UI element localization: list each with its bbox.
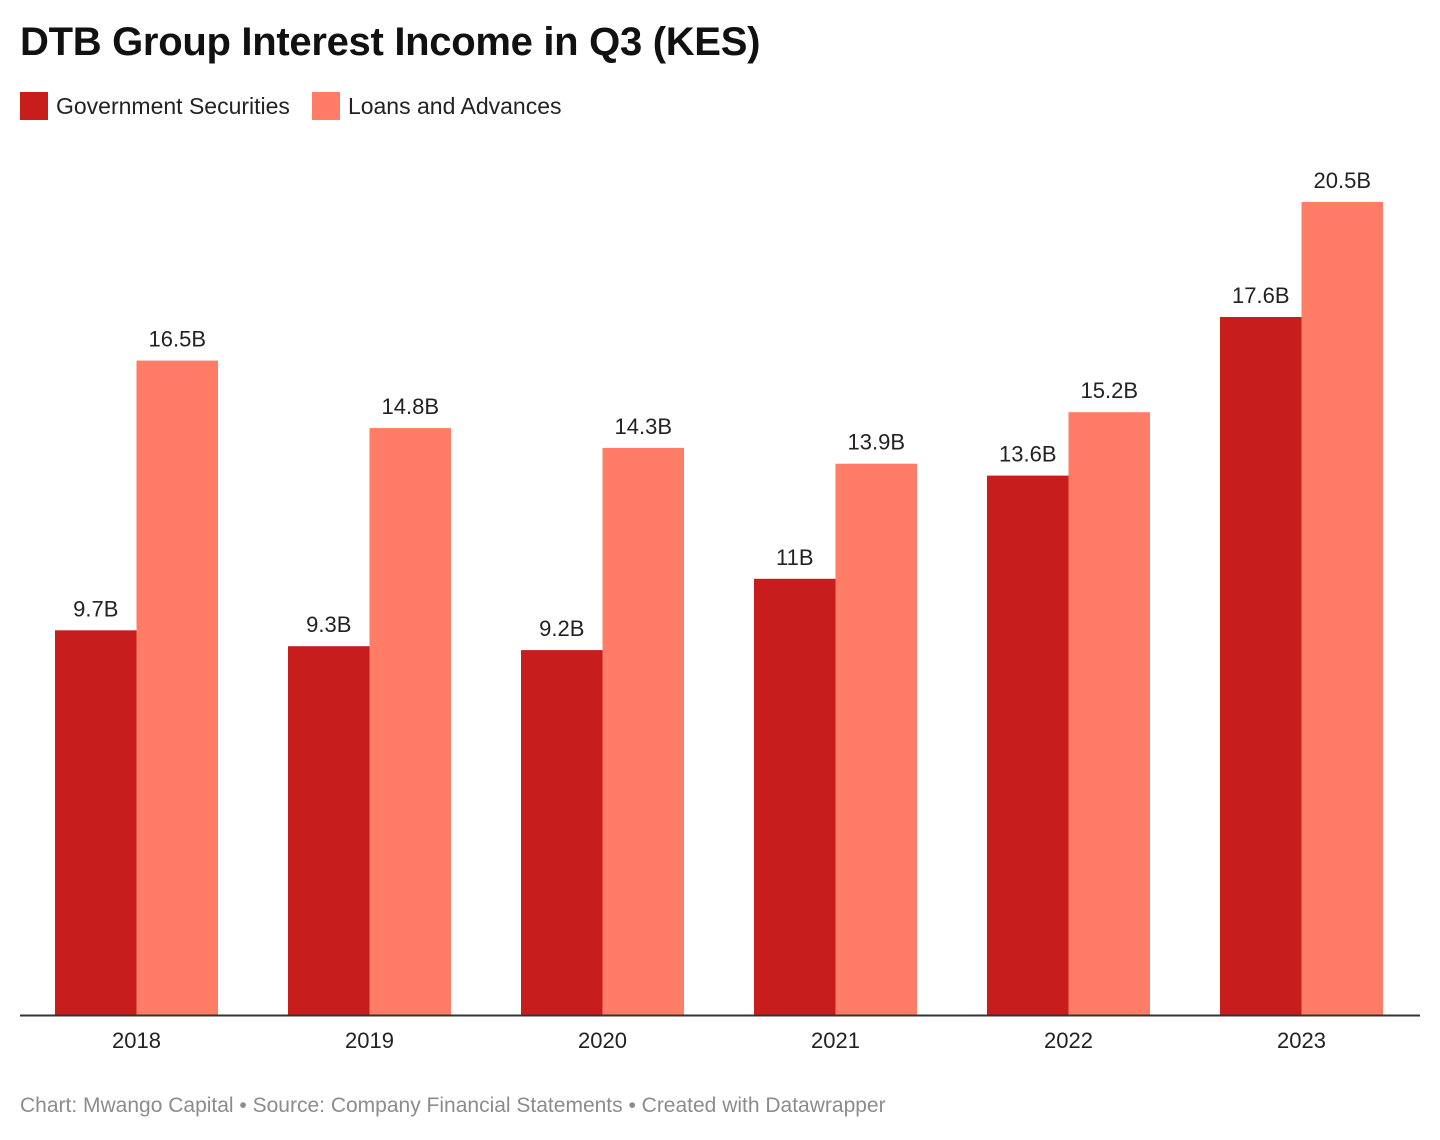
legend-label-government-securities: Government Securities bbox=[56, 92, 290, 119]
data-label-government-securities-2023: 17.6B bbox=[1232, 283, 1290, 308]
data-label-loans-and-advances-2023: 20.5B bbox=[1314, 168, 1372, 193]
bar-government-securities-2020 bbox=[521, 650, 603, 1015]
legend-label-loans-and-advances: Loans and Advances bbox=[347, 92, 562, 119]
data-label-loans-and-advances-2019: 14.8B bbox=[382, 394, 440, 419]
x-tick-label-2020: 2020 bbox=[578, 1028, 627, 1053]
x-tick-label-2022: 2022 bbox=[1044, 1028, 1093, 1053]
data-label-government-securities-2018: 9.7B bbox=[73, 596, 118, 621]
legend: Government Securities Loans and Advances bbox=[20, 92, 562, 120]
legend-item-government-securities: Government Securities bbox=[20, 92, 290, 120]
legend-swatch-government-securities bbox=[20, 92, 48, 120]
data-label-government-securities-2020: 9.2B bbox=[539, 616, 584, 641]
x-tick-label-2018: 2018 bbox=[112, 1028, 161, 1053]
legend-swatch-loans-and-advances bbox=[311, 92, 340, 120]
x-tick-label-2021: 2021 bbox=[811, 1028, 860, 1053]
bar-loans-and-advances-2023 bbox=[1301, 202, 1383, 1015]
bar-government-securities-2019 bbox=[288, 646, 370, 1015]
bar-government-securities-2018 bbox=[55, 630, 137, 1015]
bar-government-securities-2021 bbox=[754, 578, 836, 1015]
bar-loans-and-advances-2020 bbox=[602, 447, 684, 1015]
chart-footer: Chart: Mwango Capital • Source: Company … bbox=[20, 1094, 886, 1117]
bar-loans-and-advances-2022 bbox=[1068, 412, 1150, 1015]
bar-government-securities-2022 bbox=[987, 475, 1069, 1016]
data-label-loans-and-advances-2022: 15.2B bbox=[1081, 378, 1139, 403]
x-tick-label-2019: 2019 bbox=[345, 1028, 394, 1053]
data-label-government-securities-2019: 9.3B bbox=[306, 612, 351, 637]
data-label-loans-and-advances-2021: 13.9B bbox=[848, 430, 906, 455]
data-label-loans-and-advances-2020: 14.3B bbox=[615, 414, 673, 439]
data-label-government-securities-2022: 13.6B bbox=[999, 442, 1057, 467]
data-label-government-securities-2021: 11B bbox=[776, 545, 814, 570]
bar-loans-and-advances-2019 bbox=[369, 428, 451, 1016]
bar-loans-and-advances-2018 bbox=[136, 360, 218, 1016]
chart-title: DTB Group Interest Income in Q3 (KES) bbox=[20, 20, 761, 64]
legend-item-loans-and-advances: Loans and Advances bbox=[311, 92, 562, 120]
data-label-loans-and-advances-2018: 16.5B bbox=[149, 327, 207, 352]
bar-chart: 9.7B 16.5B 2018 9.3B 14.8B 2019 9.2B 14.3B 2020 1… bbox=[20, 168, 1420, 1053]
bar-loans-and-advances-2021 bbox=[835, 463, 917, 1015]
bar-government-securities-2023 bbox=[1220, 317, 1302, 1015]
x-tick-label-2023: 2023 bbox=[1277, 1028, 1326, 1053]
